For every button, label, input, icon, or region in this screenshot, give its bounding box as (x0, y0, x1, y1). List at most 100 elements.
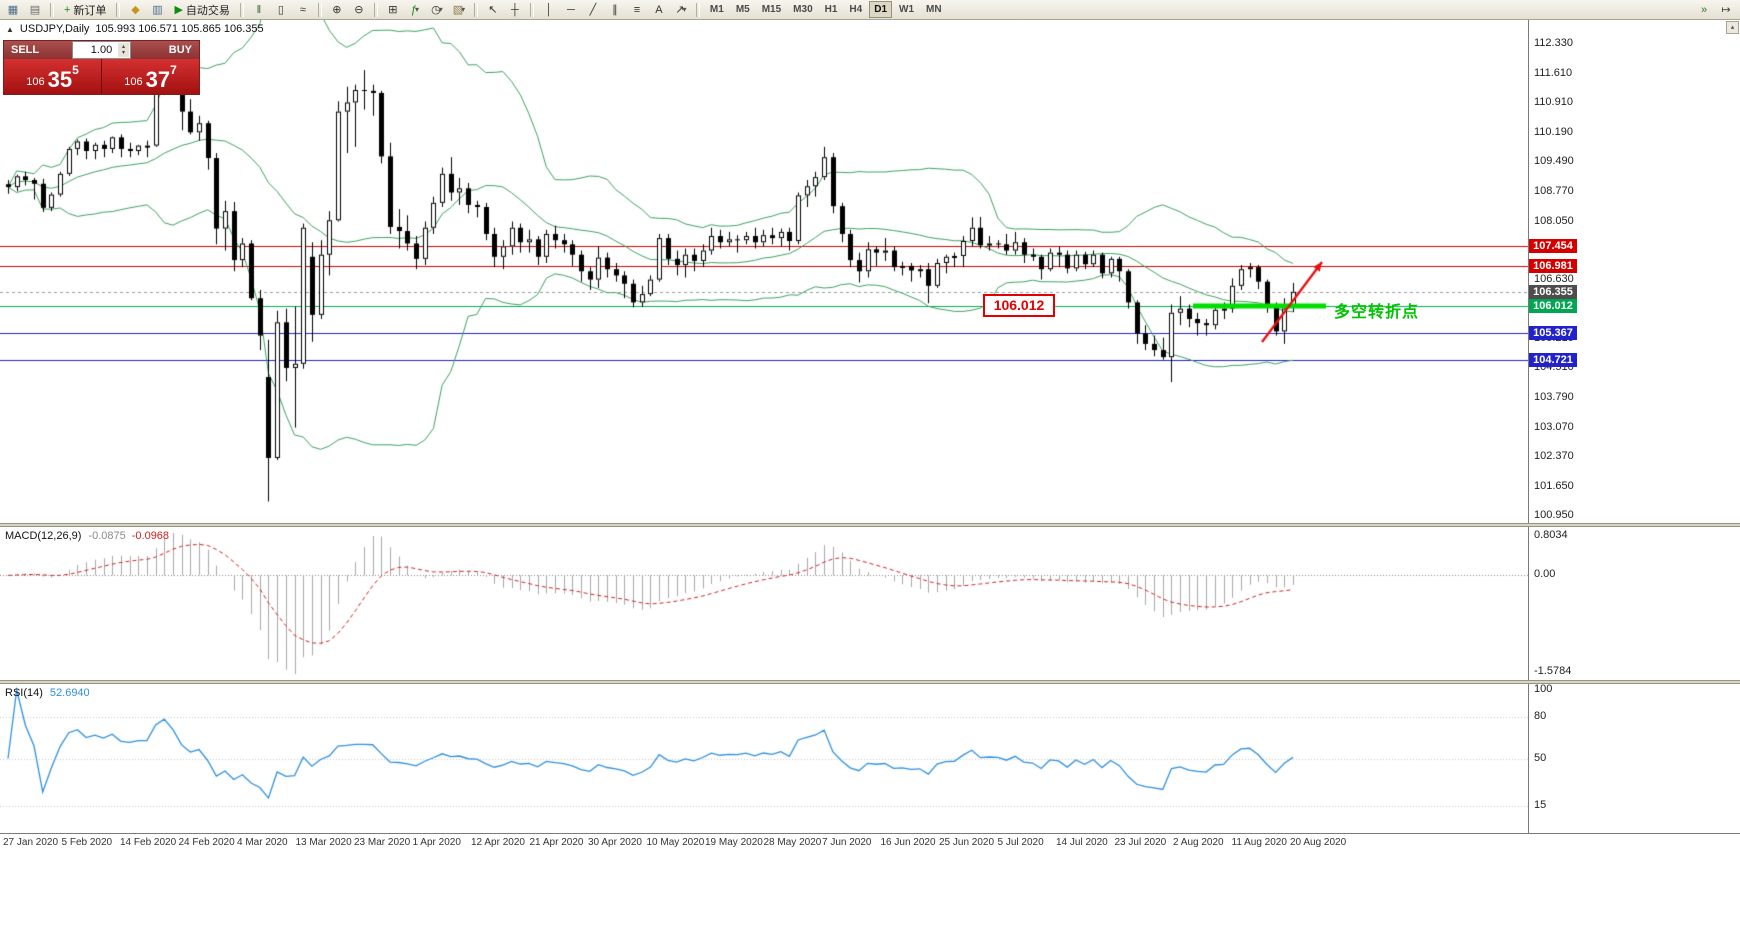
bar-chart-icon[interactable]: ‖ (249, 2, 269, 18)
time-axis-label: 5 Feb 2020 (61, 837, 113, 848)
arrows-icon[interactable]: ↗ ▾ (671, 2, 691, 18)
periods-icon-dropdown[interactable]: ▾ (438, 5, 443, 14)
buy-header-label: BUY (168, 44, 192, 56)
zoom-in-icon[interactable]: ⊕ (327, 2, 347, 18)
buy-button[interactable]: 106 37 7 (102, 59, 199, 94)
toolbar-separator (239, 2, 244, 17)
channel-icon[interactable]: ∥ (605, 2, 625, 18)
vertical-line-icon[interactable]: │ (539, 2, 559, 18)
sell-price-point: 5 (72, 63, 79, 77)
tf-h4-button[interactable]: H4 (849, 4, 863, 15)
price-axis-label: 106.630 (1534, 273, 1574, 286)
time-axis-label: 12 Apr 2020 (471, 837, 525, 848)
volume-down-icon[interactable]: ▾ (121, 50, 125, 56)
macd-scale-label: 0.8034 (1534, 529, 1568, 541)
chart-shift-icon[interactable]: ↦ (1716, 2, 1736, 18)
zoom-out-icon[interactable]: ⊖ (349, 2, 369, 18)
buy-header[interactable]: BUY (131, 41, 199, 59)
time-axis-label: 27 Jan 2020 (3, 837, 59, 848)
zoom-in-icon-glyph: ⊕ (332, 3, 342, 16)
text-icon[interactable]: A (649, 2, 669, 18)
macd-canvas[interactable] (0, 527, 1528, 680)
time-axis-label: 25 Jun 2020 (939, 837, 995, 848)
autotrading-button-label: 自动交易 (185, 4, 230, 17)
autotrading-button[interactable]: ▶ 自动交易 (169, 2, 234, 18)
templates-icon-dropdown[interactable]: ▾ (461, 5, 466, 14)
time-axis-label: 7 Jun 2020 (822, 837, 872, 848)
sell-button[interactable]: 106 35 5 (4, 59, 101, 94)
rsi-scale-label: 15 (1534, 799, 1547, 812)
cursor-icon[interactable]: ↖ (483, 2, 503, 18)
price-axis-label: 108.770 (1534, 184, 1574, 197)
price-axis-label: 109.490 (1534, 154, 1574, 167)
trendline-icon-glyph: ╱ (589, 3, 597, 16)
panel-divider-macd[interactable] (0, 523, 1740, 527)
profiles-icon[interactable]: ▤ (25, 2, 45, 18)
tf-m5-button[interactable]: M5 (735, 4, 750, 15)
candlestick-chart-icon[interactable]: ▯ (271, 2, 291, 18)
one-click-collapse-icon[interactable]: ▲ (6, 24, 14, 34)
trendline-icon[interactable]: ╱ (583, 2, 603, 18)
price-chart-canvas[interactable] (0, 20, 1528, 523)
chart-ohlc-values: 105.993 106.571 105.865 106.355 (95, 23, 264, 35)
auto-scroll-icon-glyph: » (1700, 4, 1708, 16)
autotrading-button-glyph: ▶ (174, 3, 183, 16)
arrows-icon-dropdown[interactable]: ▾ (682, 5, 687, 14)
tf-m15-button[interactable]: M15 (761, 4, 782, 15)
new-order-button[interactable]: + 新订单 (59, 2, 111, 18)
time-axis[interactable]: 27 Jan 2020 5 Feb 2020 14 Feb 2020 24 Feb 2… (0, 833, 1740, 850)
crosshair-icon[interactable]: ┼ (505, 2, 525, 18)
tf-mn-button[interactable]: MN (926, 4, 942, 15)
volume-input[interactable]: 1.00 ▴ ▾ (72, 41, 131, 59)
periods-icon[interactable]: ◷ ▾ (427, 2, 447, 18)
new-order-button-glyph: + (64, 3, 71, 16)
volume-stepper[interactable]: ▴ ▾ (118, 43, 129, 57)
price-axis[interactable]: 112.330 111.610 110.910 110.190 109.490 108.7… (1528, 20, 1739, 833)
price-axis-label: 103.790 (1534, 391, 1574, 404)
indicators-icon[interactable]: ƒ ▾ (405, 2, 425, 18)
horizontal-line-icon[interactable]: ─ (561, 2, 581, 18)
indicators-icon-dropdown[interactable]: ▾ (414, 5, 419, 14)
tf-w1-button[interactable]: W1 (899, 4, 915, 15)
panel-divider-rsi[interactable] (0, 680, 1740, 684)
turning-point-label[interactable]: 多空转折点 (1334, 304, 1420, 321)
buy-price-point: 7 (170, 63, 177, 77)
market-watch-icon[interactable]: ▥ (147, 2, 167, 18)
new-chart-icon[interactable]: ▦ (3, 2, 23, 18)
volume-up-icon[interactable]: ▴ (121, 44, 125, 50)
sell-header[interactable]: SELL (4, 41, 72, 59)
macd-signal-value: -0.0968 (131, 530, 170, 542)
metaeditor-icon[interactable]: ◆ (125, 2, 145, 18)
price-annotation-callout[interactable]: 106.012 (983, 294, 1055, 317)
tile-windows-icon-glyph: ⊞ (388, 3, 398, 16)
time-axis-label: 11 Aug 2020 (1231, 837, 1287, 848)
time-axis-label: 28 May 2020 (763, 837, 822, 848)
tf-m1-button[interactable]: M1 (709, 4, 724, 15)
scroll-up-button[interactable]: ▴ (1726, 21, 1739, 34)
toolbar-separator (373, 2, 378, 17)
volume-value: 1.00 (90, 44, 113, 56)
tile-windows-icon[interactable]: ⊞ (383, 2, 403, 18)
candlestick-chart-icon-glyph: ▯ (277, 3, 284, 16)
fibonacci-icon-glyph: ≡ (633, 3, 641, 16)
toolbar: ▦ ▤ + 新订单 ◆ ▥ ▶ 自动交易 ‖ ▯ ≈ ⊕ ⊖ ⊞ ƒ ▾ ◷ ▾ ▧ ▾ ↖ ┼ │ ─ ╱ ∥ ≡ A ↗ ▾ M1 M5 M… (0, 0, 1740, 20)
tf-h1-button[interactable]: H1 (824, 4, 838, 15)
tf-d1-button[interactable]: D1 (869, 1, 893, 18)
tf-m30-button[interactable]: M30 (793, 4, 813, 15)
templates-icon[interactable]: ▧ ▾ (449, 2, 469, 18)
time-axis-label: 14 Feb 2020 (120, 837, 177, 848)
new-chart-icon-glyph: ▦ (7, 3, 19, 16)
price-axis-label: 112.330 (1534, 37, 1573, 49)
auto-scroll-icon[interactable]: » (1694, 2, 1714, 18)
price-tag: 107.454 (1529, 239, 1577, 254)
rsi-canvas[interactable] (0, 684, 1528, 833)
rsi-label: RSI(14) 52.6940 (5, 687, 90, 699)
time-axis-label: 30 Apr 2020 (588, 837, 642, 848)
toolbar-separator (50, 2, 54, 17)
fibonacci-icon[interactable]: ≡ (627, 2, 647, 18)
time-axis-label: 13 Mar 2020 (295, 837, 352, 848)
cursor-icon-glyph: ↖ (488, 3, 498, 16)
toolbar-separator (317, 2, 322, 17)
market-watch-icon-glyph: ▥ (152, 3, 163, 16)
line-chart-icon[interactable]: ≈ (293, 2, 313, 18)
